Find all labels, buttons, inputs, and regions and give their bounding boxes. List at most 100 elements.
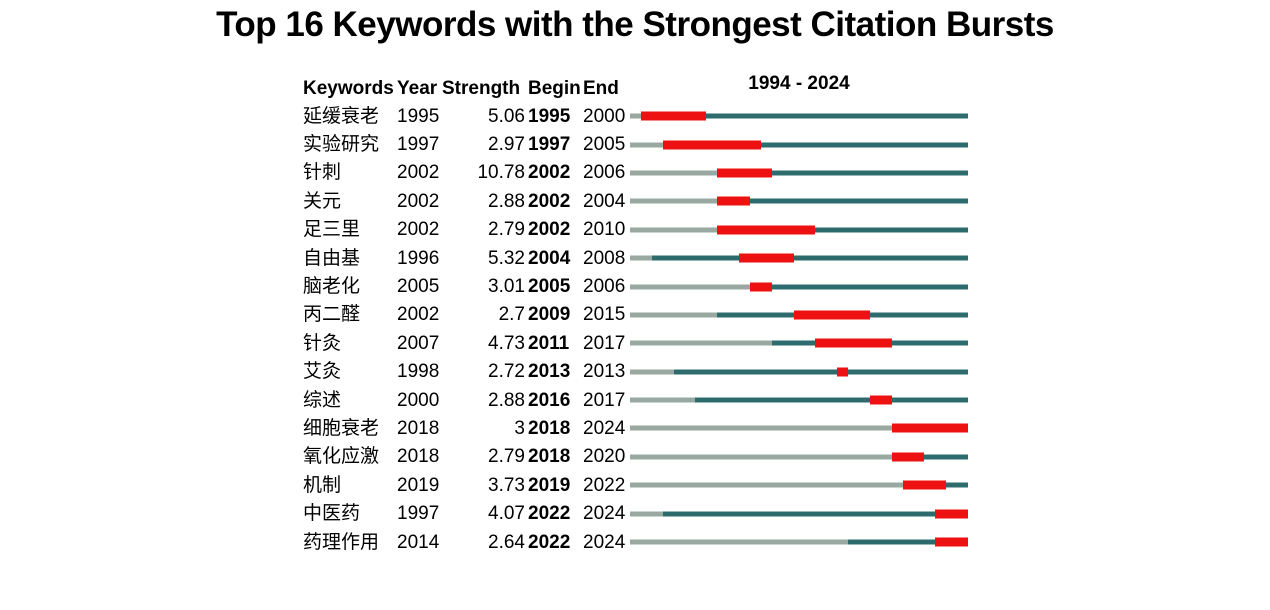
col-header-keywords: Keywords (303, 77, 394, 99)
keyword-cell: 综述 (303, 389, 342, 411)
pre-appearance-segment (630, 397, 696, 403)
end-cell: 2017 (583, 332, 626, 354)
burst-timeline (630, 414, 968, 442)
active-years-segment (640, 113, 968, 119)
year-cell: 2019 (397, 474, 440, 496)
begin-cell: 2009 (528, 304, 571, 326)
pre-appearance-segment (630, 511, 663, 517)
end-cell: 2008 (583, 247, 626, 269)
pre-appearance-segment (630, 255, 652, 261)
end-cell: 2024 (583, 417, 626, 439)
end-cell: 2017 (583, 389, 626, 411)
keyword-cell: 细胞衰老 (303, 417, 380, 439)
begin-cell: 1997 (528, 134, 571, 156)
table-row: 足三里 2002 2.79 2002 2010 (303, 216, 968, 244)
col-header-strength: Strength (442, 77, 521, 99)
burst-timeline (630, 358, 968, 386)
year-cell: 2018 (397, 417, 440, 439)
year-cell: 1997 (397, 134, 440, 156)
strength-cell: 3.01 (488, 276, 525, 298)
burst-period-segment (815, 338, 892, 348)
year-cell: 2005 (397, 276, 440, 298)
keyword-cell: 丙二醛 (303, 304, 361, 326)
strength-cell: 2.79 (488, 446, 525, 468)
keyword-cell: 足三里 (303, 219, 361, 241)
strength-cell: 5.06 (488, 105, 525, 127)
pre-appearance-segment (630, 113, 641, 119)
end-cell: 2004 (583, 190, 626, 212)
table-row: 细胞衰老 2018 3 2018 2024 (303, 414, 968, 442)
pre-appearance-segment (630, 227, 718, 233)
year-cell: 2002 (397, 304, 440, 326)
keyword-cell: 针刺 (303, 162, 342, 184)
active-years-segment (695, 397, 968, 403)
table-row: 丙二醛 2002 2.7 2009 2015 (303, 301, 968, 329)
burst-period-segment (717, 225, 816, 235)
begin-cell: 2019 (528, 474, 571, 496)
active-years-segment (662, 511, 968, 517)
col-header-timeline: 1994 - 2024 (748, 73, 850, 94)
table-header-row: Keywords Year Strength Begin End 1994 - … (303, 74, 968, 102)
table-row: 综述 2000 2.88 2016 2017 (303, 386, 968, 414)
keyword-cell: 实验研究 (303, 134, 380, 156)
strength-cell: 3 (514, 417, 525, 439)
burst-timeline (630, 443, 968, 471)
burst-period-segment (891, 452, 925, 462)
table-row: 中医药 1997 4.07 2022 2024 (303, 499, 968, 527)
keyword-cell: 自由基 (303, 247, 361, 269)
table-row: 艾灸 1998 2.72 2013 2013 (303, 358, 968, 386)
pre-appearance-segment (630, 425, 892, 431)
keyword-cell: 延缓衰老 (303, 105, 380, 127)
begin-cell: 2022 (528, 531, 571, 553)
end-cell: 2024 (583, 503, 626, 525)
end-cell: 2022 (583, 474, 626, 496)
keyword-cell: 机制 (303, 474, 342, 496)
burst-period-segment (935, 537, 968, 547)
burst-period-segment (935, 509, 968, 519)
burst-period-segment (640, 111, 707, 121)
pre-appearance-segment (630, 454, 892, 460)
strength-cell: 2.72 (488, 361, 525, 383)
col-header-begin: Begin (528, 77, 581, 99)
table-row: 氧化应激 2018 2.79 2018 2020 (303, 443, 968, 471)
end-cell: 2020 (583, 446, 626, 468)
begin-cell: 2018 (528, 417, 571, 439)
burst-period-segment (717, 168, 772, 178)
year-cell: 2000 (397, 389, 440, 411)
burst-timeline (630, 216, 968, 244)
begin-cell: 2002 (528, 219, 571, 241)
pre-appearance-segment (630, 198, 718, 204)
burst-timeline (630, 528, 968, 556)
burst-period-segment (793, 310, 870, 320)
burst-timeline (630, 130, 968, 158)
begin-cell: 2002 (528, 162, 571, 184)
begin-cell: 2002 (528, 190, 571, 212)
burst-timeline (630, 244, 968, 272)
begin-cell: 2022 (528, 503, 571, 525)
strength-cell: 2.64 (488, 531, 525, 553)
strength-cell: 4.07 (488, 503, 525, 525)
burst-timeline (630, 159, 968, 187)
burst-table: Keywords Year Strength Begin End 1994 - … (303, 74, 968, 556)
table-row: 延缓衰老 1995 5.06 1995 2000 (303, 102, 968, 130)
year-cell: 1997 (397, 503, 440, 525)
pre-appearance-segment (630, 142, 663, 148)
year-cell: 2007 (397, 332, 440, 354)
table-row: 针灸 2007 4.73 2011 2017 (303, 329, 968, 357)
burst-period-segment (749, 282, 772, 292)
burst-timeline (630, 102, 968, 130)
strength-cell: 5.32 (488, 247, 525, 269)
strength-cell: 2.7 (498, 304, 525, 326)
strength-cell: 4.73 (488, 332, 525, 354)
table-row: 自由基 1996 5.32 2004 2008 (303, 244, 968, 272)
active-years-segment (662, 142, 968, 148)
burst-timeline (630, 301, 968, 329)
burst-period-segment (902, 480, 947, 490)
active-years-segment (717, 198, 968, 204)
table-body: 延缓衰老 1995 5.06 1995 2000 实验研究 1997 2.97 … (303, 102, 968, 556)
year-cell: 2002 (397, 219, 440, 241)
end-cell: 2010 (583, 219, 626, 241)
pre-appearance-segment (630, 482, 903, 488)
pre-appearance-segment (630, 539, 849, 545)
